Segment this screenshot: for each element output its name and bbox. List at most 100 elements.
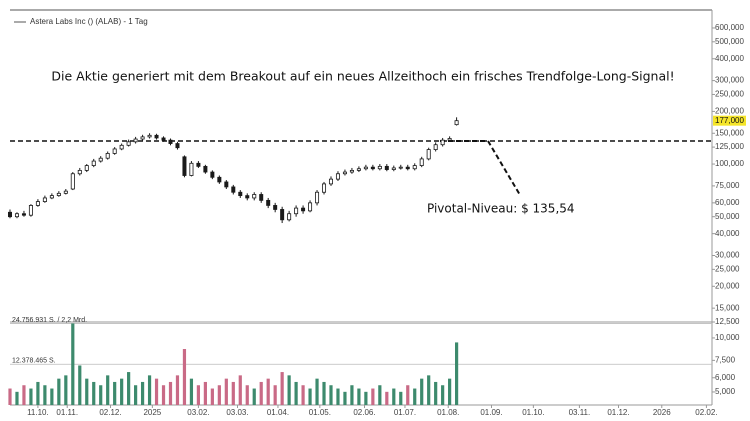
volume-bar (294, 381, 298, 405)
candle-body (119, 144, 124, 150)
candle-body (405, 166, 410, 170)
volume-bar (238, 375, 242, 405)
volume-bar (175, 375, 180, 405)
candle-body (224, 181, 229, 188)
volume-bar (252, 388, 256, 405)
x-tick-label: 11.10. (27, 408, 49, 417)
volume-bar (127, 372, 131, 405)
candle-body (126, 141, 131, 146)
candle-body (259, 194, 264, 201)
candle-body (301, 207, 306, 212)
candle-body (203, 165, 208, 173)
volume-bar (273, 385, 277, 405)
y-tick-label: 15,000 (715, 303, 740, 312)
volume-bar (224, 378, 228, 405)
volume-bar (406, 385, 410, 405)
candle-body (426, 149, 431, 160)
volume-tick-label: 7,500 (715, 355, 736, 364)
volume-tick-label: 6,000 (715, 373, 736, 382)
candle-body (217, 176, 222, 183)
volume-bar (168, 381, 173, 405)
chart-title: Astera Labs Inc () (ALAB) - 1 Tag (30, 17, 148, 26)
x-tick-label: 02.06. (353, 408, 375, 417)
volume-bar (85, 378, 89, 405)
candle-body (349, 169, 354, 173)
volume-bar (217, 385, 221, 405)
y-tick-label: 60,000 (715, 198, 740, 207)
candle-body (56, 192, 61, 197)
y-tick-label: 600,000 (715, 23, 744, 32)
y-tick-label: 100,000 (715, 159, 744, 168)
candle-body (161, 137, 166, 141)
volume-bar (106, 375, 110, 405)
y-tick-label: 75,000 (715, 181, 740, 190)
volume-bar (308, 388, 312, 405)
candle-body (454, 120, 459, 126)
x-tick-label: 2026 (653, 408, 671, 417)
candle-body (252, 194, 257, 199)
candle-body (154, 134, 159, 139)
y-tick-label: 25,000 (715, 264, 740, 273)
candle-body (370, 166, 375, 170)
volume-bar (134, 385, 138, 405)
volume-bar (140, 381, 145, 405)
candle-body (98, 157, 103, 162)
candle-body (28, 205, 33, 216)
candle-body (335, 173, 340, 180)
volume-bar (36, 381, 40, 405)
volume-tick-label: 5,000 (715, 387, 736, 396)
volume-bar (50, 388, 54, 405)
x-tick-label: 01.09. (480, 408, 502, 417)
candle-body (280, 209, 285, 221)
candle-body (419, 158, 424, 166)
volume-bar (315, 378, 319, 405)
candle-body (21, 213, 26, 216)
last-price-label: 177,000 (715, 116, 744, 125)
volume-bar (350, 385, 354, 405)
volume-bar (113, 381, 117, 405)
pivot-label: Pivotal-Niveau: $ 135,54 (427, 202, 575, 216)
volume-bar (343, 391, 347, 405)
volume-bar (427, 375, 431, 405)
candle-body (35, 201, 40, 206)
volume-bar (182, 349, 187, 405)
x-tick-label: 01.07. (394, 408, 416, 417)
volume-bar (441, 385, 445, 405)
candle-body (308, 202, 313, 212)
y-tick-label: 400,000 (715, 54, 744, 63)
y-tick-label: 200,000 (715, 107, 744, 116)
y-tick-label: 12,500 (715, 317, 740, 326)
candle-body (105, 153, 110, 159)
volume-bar (15, 391, 19, 405)
y-tick-label: 500,000 (715, 37, 744, 46)
volume-bar (455, 342, 459, 405)
volume-bar (301, 385, 305, 405)
volume-bar (57, 378, 61, 405)
volume-reference-label: 12.378.465 S. (12, 358, 56, 365)
volume-bar (22, 385, 26, 405)
volume-bar (420, 378, 424, 405)
x-tick-label: 03.11. (569, 408, 591, 417)
candle-body (377, 165, 382, 170)
candle-body (168, 139, 173, 144)
volume-bar (43, 385, 47, 405)
candle-body (315, 191, 320, 204)
candle-body (84, 165, 89, 171)
candle-body (398, 166, 403, 169)
y-tick-label: 150,000 (715, 128, 744, 137)
candle-body (322, 183, 327, 193)
x-tick-label: 03.02. (187, 408, 209, 417)
candle-body (182, 156, 187, 176)
volume-bar (364, 391, 368, 405)
volume-bar (266, 378, 270, 405)
volume-bar (161, 385, 166, 405)
x-tick-label: 01.12. (607, 408, 629, 417)
volume-bar (259, 381, 263, 405)
y-tick-label: 30,000 (715, 251, 740, 260)
x-tick-label: 01.08. (437, 408, 459, 417)
pivot-arrow (440, 140, 521, 196)
x-tick-label: 01.04. (267, 408, 289, 417)
y-tick-label: 40,000 (715, 229, 740, 238)
volume-bar (8, 388, 12, 405)
candle-body (189, 162, 194, 176)
